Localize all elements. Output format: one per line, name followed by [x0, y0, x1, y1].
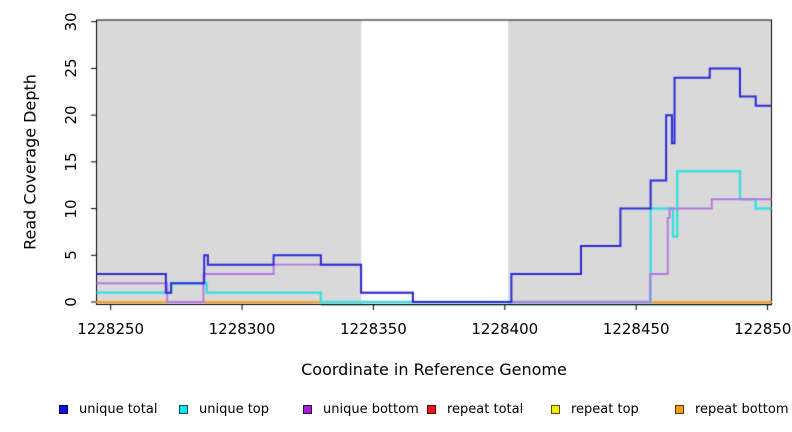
legend-swatch-icon	[675, 404, 684, 414]
legend-swatch-icon	[427, 404, 436, 414]
legend-swatch-icon	[551, 404, 560, 414]
legend-label: unique total	[79, 401, 158, 417]
legend-swatch-icon	[59, 404, 68, 414]
legend-item-repeat-bottom: repeat bottom	[675, 401, 789, 417]
y-tick-label: 15	[62, 152, 80, 172]
y-tick-label: 20	[62, 105, 80, 125]
x-axis-title: Coordinate in Reference Genome	[301, 360, 567, 379]
y-axis-title: Read Coverage Depth	[20, 74, 40, 250]
legend-item-unique-total: unique total	[59, 401, 157, 417]
legend-label: unique bottom	[323, 401, 419, 417]
legend-item-unique-top: unique top	[179, 401, 269, 417]
legend-label: repeat top	[571, 401, 639, 417]
legend-label: repeat bottom	[695, 401, 789, 417]
x-tick-label: 1228450	[602, 320, 670, 338]
legend-swatch-icon	[179, 404, 188, 414]
legend-item-repeat-top: repeat top	[551, 401, 639, 417]
y-tick-label: 5	[62, 250, 80, 261]
y-tick-label: 0	[62, 297, 80, 307]
x-tick-label: 1228300	[208, 320, 276, 338]
legend-swatch-icon	[303, 404, 312, 414]
legend-item-unique-bottom: unique bottom	[303, 401, 419, 417]
x-tick-label: 1228250	[77, 320, 145, 338]
x-tick-label: 1228400	[471, 320, 539, 338]
y-tick-label: 10	[62, 199, 80, 219]
legend-label: repeat total	[447, 401, 524, 417]
y-tick-label: 25	[62, 58, 80, 78]
y-tick-label: 30	[62, 12, 80, 32]
x-tick-label: 1228350	[340, 320, 407, 338]
legend-item-repeat-total: repeat total	[427, 401, 523, 417]
legend-label: unique top	[199, 401, 270, 417]
